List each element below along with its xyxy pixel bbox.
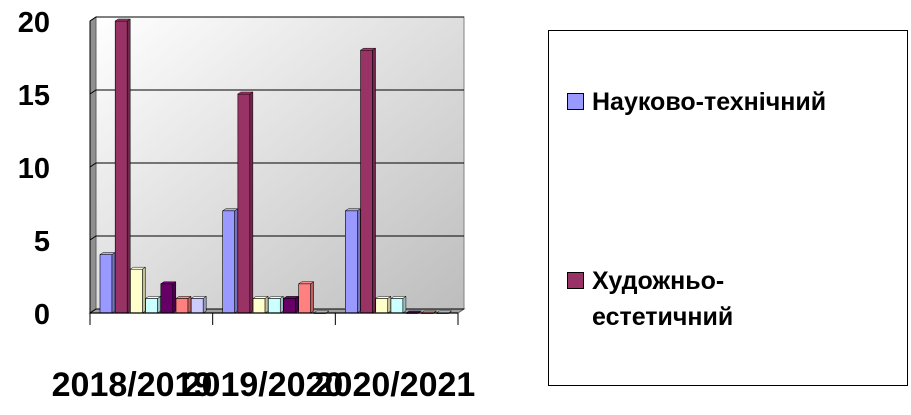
bar-side-0-1 <box>126 18 131 314</box>
bar-front-2-0 <box>345 210 358 314</box>
bar-side-0-4 <box>172 281 177 314</box>
bar-1-5 <box>297 281 315 314</box>
bar-side-1-3 <box>280 295 284 314</box>
legend-item-1: Художньо- естетичний <box>567 263 892 335</box>
legend-label-1: Художньо- естетичний <box>592 263 892 335</box>
y-tick-label-1: 5 <box>34 226 50 258</box>
bar-top-1-5 <box>297 281 315 285</box>
bar-2-0 <box>344 208 362 314</box>
bar-side-1-0 <box>234 208 238 314</box>
gridline-4 <box>89 16 464 22</box>
legend-swatch-1 <box>567 272 584 289</box>
legend-label-1-line-1: естетичний <box>592 303 734 331</box>
bar-front-2-2 <box>375 298 389 314</box>
x-tick-label-2: 2020/2021 <box>315 366 476 404</box>
bar-1-2 <box>252 295 269 314</box>
bar-front-0-1 <box>114 20 128 314</box>
y-tick-label-3: 15 <box>18 80 50 112</box>
bar-side-0-6 <box>202 295 207 314</box>
bar-0-4 <box>159 281 177 314</box>
bar-side-2-1 <box>372 47 376 314</box>
bar-front-1-4 <box>283 298 296 314</box>
bar-1-1 <box>237 91 254 314</box>
bar-top-2-1 <box>359 47 377 51</box>
bar-2-3 <box>390 295 407 314</box>
legend-label-0: Науково-технічний <box>592 84 892 120</box>
legend-item-0: Науково-технічний <box>567 84 892 120</box>
bar-1-4 <box>282 295 300 314</box>
bar-top-0-2 <box>129 266 147 270</box>
bar-front-0-6 <box>190 298 204 314</box>
bar-front-0-2 <box>130 268 143 314</box>
bar-front-1-5 <box>298 283 311 314</box>
y-tick-label-4: 20 <box>18 7 50 39</box>
bar-side-2-2 <box>387 295 391 314</box>
legend-swatch-0 <box>567 93 584 110</box>
bar-top-0-5 <box>175 296 192 299</box>
bar-top-2-3 <box>390 296 407 299</box>
bar-front-0-3 <box>145 298 158 314</box>
bar-top-0-3 <box>144 296 162 299</box>
bar-0-5 <box>175 295 192 314</box>
bar-top-0-0 <box>99 252 116 255</box>
bar-side-0-3 <box>157 295 161 314</box>
bar-top-0-4 <box>159 281 177 285</box>
legend-label-0-line-0: Науково-технічний <box>592 88 827 116</box>
bar-front-0-0 <box>99 254 113 314</box>
bar-front-2-1 <box>360 49 373 314</box>
x-tick-label-1: 2019/2020 <box>183 366 344 404</box>
bar-top-2-2 <box>374 296 392 299</box>
gridline-0 <box>89 308 464 314</box>
legend-label-1-line-0: Художньо- <box>592 267 725 295</box>
bar-side-0-0 <box>111 252 116 314</box>
gridline-1 <box>89 235 464 241</box>
gridline-2 <box>89 162 464 168</box>
bar-front-1-2 <box>252 298 266 314</box>
x-tick-label-0: 2018/2019 <box>52 366 213 404</box>
bar-top-1-1 <box>237 91 254 95</box>
bar-side-1-2 <box>264 295 269 314</box>
bar-top-0-1 <box>114 18 132 22</box>
bar-side-1-5 <box>310 281 314 314</box>
bar-top-2-0 <box>344 208 362 212</box>
bar-top-1-4 <box>282 296 300 299</box>
bar-side-0-2 <box>142 266 146 314</box>
bar-top-1-0 <box>221 208 239 212</box>
y-tick-label-2: 10 <box>18 153 50 185</box>
bar-side-1-4 <box>295 295 299 314</box>
bar-1-3 <box>267 295 285 314</box>
bar-side-2-3 <box>402 295 407 314</box>
bar-0-1 <box>114 18 132 314</box>
bar-side-2-0 <box>357 208 361 314</box>
chart-legend: Науково-технічний Художньо- естетичний <box>548 30 908 386</box>
bar-2-1 <box>359 47 377 314</box>
gridline-3 <box>89 89 464 95</box>
bar-front-1-1 <box>237 93 251 314</box>
bar-2-2 <box>374 295 392 314</box>
bar-top-1-2 <box>252 296 269 299</box>
bar-side-0-5 <box>187 295 192 314</box>
bar-0-3 <box>144 295 162 314</box>
bar-side-1-1 <box>249 91 254 314</box>
bar-top-1-3 <box>267 296 285 299</box>
y-tick-label-0: 0 <box>34 299 50 331</box>
bar-0-0 <box>99 252 116 314</box>
bar-front-1-3 <box>267 298 281 314</box>
bar-0-2 <box>129 266 147 314</box>
bar-front-0-5 <box>175 298 189 314</box>
bar-front-0-4 <box>160 283 174 314</box>
bar-0-6 <box>190 295 208 314</box>
bar-front-1-0 <box>222 210 235 314</box>
bar-front-2-3 <box>390 298 404 314</box>
bar-top-0-6 <box>190 296 208 299</box>
bar-1-0 <box>221 208 239 314</box>
